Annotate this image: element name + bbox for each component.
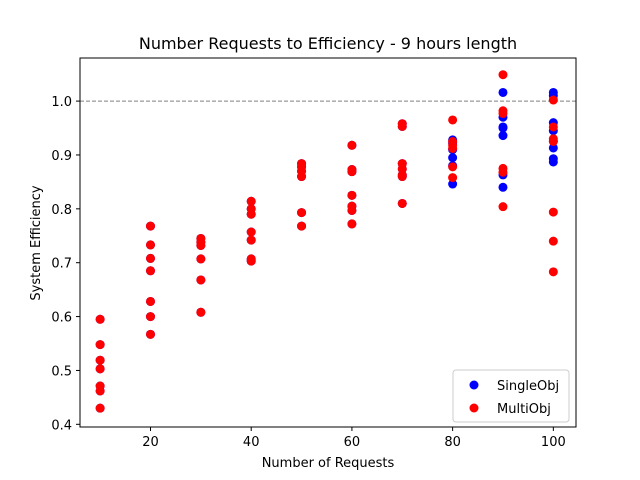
point-multiobj-13	[145, 329, 155, 339]
legend-label-singleobj: SingleObj	[497, 379, 559, 394]
point-multiobj-10	[145, 266, 155, 276]
x-axis-label: Number of Requests	[262, 456, 395, 471]
point-multiobj-6	[95, 403, 105, 413]
point-multiobj-30	[297, 172, 307, 182]
y-tick-label-0.7: 0.7	[51, 257, 72, 272]
point-multiobj-52	[448, 173, 458, 183]
point-singleobj-56	[498, 123, 508, 133]
point-multiobj-51	[448, 162, 458, 172]
legend: SingleObj MultiObj	[452, 369, 570, 423]
point-multiobj-35	[347, 167, 357, 177]
y-tick-label-0.9: 0.9	[51, 149, 72, 164]
point-multiobj-53	[498, 70, 508, 80]
point-multiobj-23	[246, 227, 256, 237]
point-multiobj-26	[246, 256, 256, 266]
point-multiobj-11	[145, 296, 155, 306]
point-multiobj-12	[145, 312, 155, 322]
plot-frame	[79, 57, 577, 428]
point-multiobj-41	[397, 121, 407, 131]
point-singleobj-65	[548, 143, 558, 153]
point-multiobj-47	[448, 115, 458, 125]
point-multiobj-7	[145, 221, 155, 231]
legend-box	[452, 369, 570, 423]
legend-marker-singleobj	[469, 380, 479, 390]
point-multiobj-22	[246, 209, 256, 219]
point-multiobj-9	[145, 253, 155, 263]
point-multiobj-3	[95, 364, 105, 374]
point-multiobj-36	[347, 190, 357, 200]
point-multiobj-57	[498, 167, 508, 177]
point-singleobj-50	[448, 153, 458, 163]
legend-marker-multiobj	[469, 403, 479, 413]
point-multiobj-5	[95, 386, 105, 396]
point-multiobj-63	[548, 207, 558, 217]
point-multiobj-39	[347, 219, 357, 229]
point-multiobj-55	[498, 108, 508, 118]
point-multiobj-38	[347, 205, 357, 215]
point-singleobj-52	[448, 179, 458, 189]
point-multiobj-64	[548, 236, 558, 246]
point-multiobj-18	[196, 275, 206, 285]
point-multiobj-60	[548, 122, 558, 132]
y-tick-label-0.8: 0.8	[51, 203, 72, 218]
point-multiobj-17	[196, 254, 206, 264]
point-multiobj-62	[548, 136, 558, 146]
point-multiobj-31	[297, 208, 307, 218]
y-axis-label: System Efficiency	[29, 185, 44, 301]
legend-label-multiobj: MultiObj	[497, 402, 551, 417]
x-tick-label-20: 20	[142, 435, 159, 450]
point-multiobj-50	[448, 143, 458, 153]
point-multiobj-8	[145, 240, 155, 250]
point-multiobj-24	[246, 235, 256, 245]
point-multiobj-16	[196, 240, 206, 250]
point-multiobj-1	[95, 340, 105, 350]
point-multiobj-0	[95, 314, 105, 324]
point-multiobj-65	[548, 267, 558, 277]
y-tick-label-0.6: 0.6	[51, 311, 72, 326]
plot-area: 20 40 60 80 100 0.4 0.5 0.6 0.7 0.8 0.9 1.0	[51, 57, 577, 450]
x-tick-label-40: 40	[243, 435, 260, 450]
point-singleobj-67	[548, 157, 558, 167]
x-tick-label-60: 60	[344, 435, 361, 450]
point-multiobj-33	[347, 140, 357, 150]
x-tick-label-100: 100	[541, 435, 566, 450]
chart-title: Number Requests to Efficiency - 9 hours …	[139, 34, 517, 53]
point-multiobj-45	[397, 172, 407, 182]
point-multiobj-46	[397, 198, 407, 208]
point-singleobj-53	[498, 87, 508, 97]
point-multiobj-59	[548, 95, 558, 105]
y-tick-label-1.0: 1.0	[51, 95, 72, 110]
y-tick-label-0.4: 0.4	[51, 418, 72, 433]
point-singleobj-57	[498, 131, 508, 141]
point-multiobj-20	[246, 196, 256, 206]
point-multiobj-58	[498, 202, 508, 212]
point-singleobj-59	[498, 182, 508, 192]
point-multiobj-19	[196, 307, 206, 317]
y-tick-label-0.5: 0.5	[51, 364, 72, 379]
point-multiobj-2	[95, 355, 105, 365]
x-tick-label-80: 80	[444, 435, 461, 450]
point-multiobj-32	[297, 221, 307, 231]
